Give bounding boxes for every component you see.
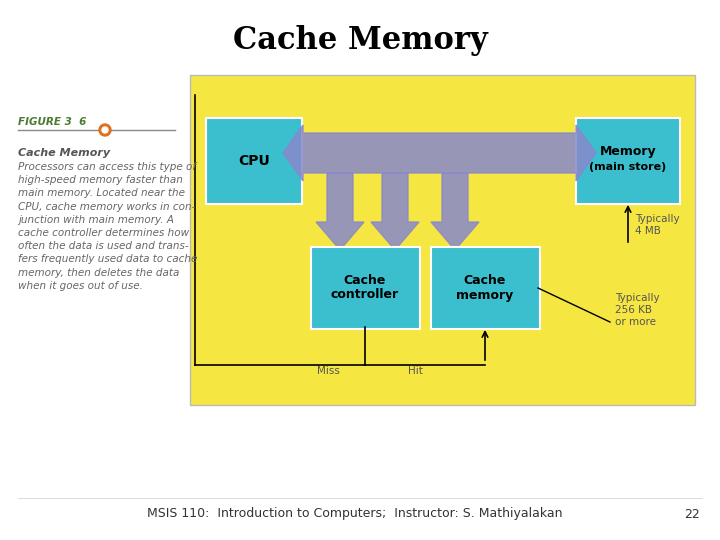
FancyBboxPatch shape <box>431 247 540 329</box>
Text: Processors can access this type of
high-speed memory faster than
main memory. Lo: Processors can access this type of high-… <box>18 162 197 291</box>
Text: Typically
256 KB
or more: Typically 256 KB or more <box>615 293 660 327</box>
Text: (main store): (main store) <box>590 162 667 172</box>
Text: Cache Memory: Cache Memory <box>18 148 110 158</box>
FancyBboxPatch shape <box>190 75 695 405</box>
Text: Hit: Hit <box>408 366 423 376</box>
Text: controller: controller <box>331 288 399 301</box>
Text: Cache: Cache <box>344 273 386 287</box>
Polygon shape <box>371 173 419 250</box>
Polygon shape <box>431 173 479 250</box>
Text: CPU: CPU <box>238 154 270 168</box>
Text: 22: 22 <box>684 508 700 521</box>
Text: MSIS 110:  Introduction to Computers;  Instructor: S. Mathiyalakan: MSIS 110: Introduction to Computers; Ins… <box>148 508 563 521</box>
Polygon shape <box>283 125 596 181</box>
Text: FIGURE 3  6: FIGURE 3 6 <box>18 117 86 127</box>
Text: Cache: Cache <box>464 273 506 287</box>
Text: Cache Memory: Cache Memory <box>233 24 487 56</box>
Polygon shape <box>316 173 364 250</box>
Text: Memory: Memory <box>600 145 657 159</box>
FancyBboxPatch shape <box>576 118 680 204</box>
FancyBboxPatch shape <box>311 247 420 329</box>
Text: Typically
4 MB: Typically 4 MB <box>635 214 680 236</box>
Circle shape <box>102 127 108 133</box>
Text: Miss: Miss <box>317 366 339 376</box>
Text: memory: memory <box>456 288 513 301</box>
Circle shape <box>99 124 111 136</box>
FancyBboxPatch shape <box>206 118 302 204</box>
